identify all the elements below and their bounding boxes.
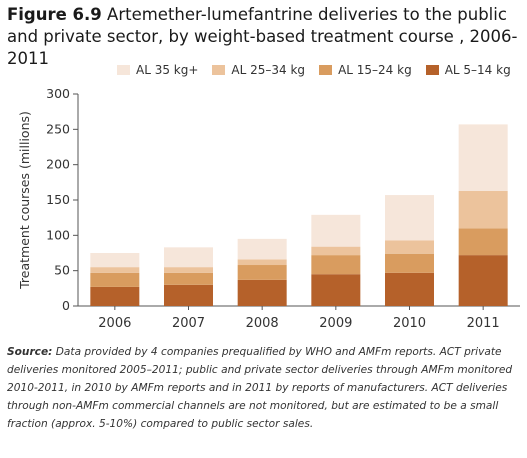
figure-title: Figure 6.9 Artemether-lumefantrine deliv… [7, 4, 522, 70]
bar-segment [237, 279, 287, 306]
legend-item: AL 15–24 kg [319, 63, 412, 77]
bar-segment [90, 286, 140, 306]
bar-segment [458, 228, 508, 256]
figure-label: Figure 6.9 [7, 5, 102, 24]
bar-segment [458, 255, 508, 306]
bar-segment [90, 267, 140, 273]
bar-segment [458, 190, 508, 229]
bar-segment [385, 272, 434, 306]
y-tick-label: 0 [62, 298, 70, 313]
bar-segment [90, 272, 140, 287]
bar-segment [237, 259, 287, 266]
legend-label: AL 25–34 kg [231, 63, 306, 77]
bar-segment [385, 240, 434, 254]
bar-segment [164, 284, 213, 306]
bar-segment [311, 246, 361, 256]
x-tick-label: 2010 [393, 316, 426, 331]
y-tick-label: 150 [46, 192, 70, 207]
x-tick-label: 2011 [467, 316, 500, 331]
bar-segment [311, 274, 361, 306]
legend-item: AL 5–14 kg [425, 63, 511, 77]
legend-label: AL 35 kg+ [136, 63, 199, 77]
bar-segment [385, 195, 434, 241]
bar-segment [90, 253, 140, 268]
y-tick-label: 200 [46, 157, 70, 172]
x-tick-label: 2009 [319, 316, 352, 331]
bar-segment [311, 255, 361, 275]
figure-title-text: Artemether-lumefantrine deliveries to th… [7, 5, 518, 68]
y-axis-title: Treatment courses (millions) [17, 111, 32, 290]
bar-segment [164, 267, 213, 273]
stacked-bar-chart: 0 50 100 150 200 250 300 Treatment courses (mil… [17, 86, 520, 331]
bar-segment [237, 265, 287, 280]
bar-segment [164, 247, 213, 268]
bar-segment [164, 272, 213, 285]
legend-swatch [319, 65, 333, 75]
legend-item: AL 25–34 kg [212, 63, 305, 77]
source-text: Data provided by 4 companies prequalifie… [7, 346, 513, 430]
bar-segment [458, 124, 508, 191]
bar-segment [237, 238, 287, 260]
legend-swatch [425, 65, 439, 75]
source-label: Source: [7, 346, 53, 358]
legend-swatch [117, 65, 130, 75]
bar-segment [311, 214, 361, 247]
y-tick-label: 50 [54, 263, 70, 278]
legend-swatch [212, 65, 226, 75]
legend-label: AL 15–24 kg [338, 63, 412, 77]
y-tick-label: 100 [46, 227, 70, 242]
x-tick-label: 2006 [98, 316, 131, 331]
chart-legend: AL 35 kg+ AL 25–34 kg AL 15–24 kg AL 5–14 k… [117, 63, 511, 77]
x-tick-label: 2008 [246, 316, 279, 331]
source-note: Source: Data provided by 4 companies pre… [7, 343, 517, 433]
legend-label: AL 5–14 kg [444, 63, 511, 77]
y-tick-label: 300 [46, 86, 70, 101]
y-tick-label: 250 [46, 121, 70, 136]
x-tick-label: 2007 [172, 316, 205, 331]
bar-segment [385, 253, 434, 273]
legend-item: AL 35 kg+ [117, 63, 198, 77]
